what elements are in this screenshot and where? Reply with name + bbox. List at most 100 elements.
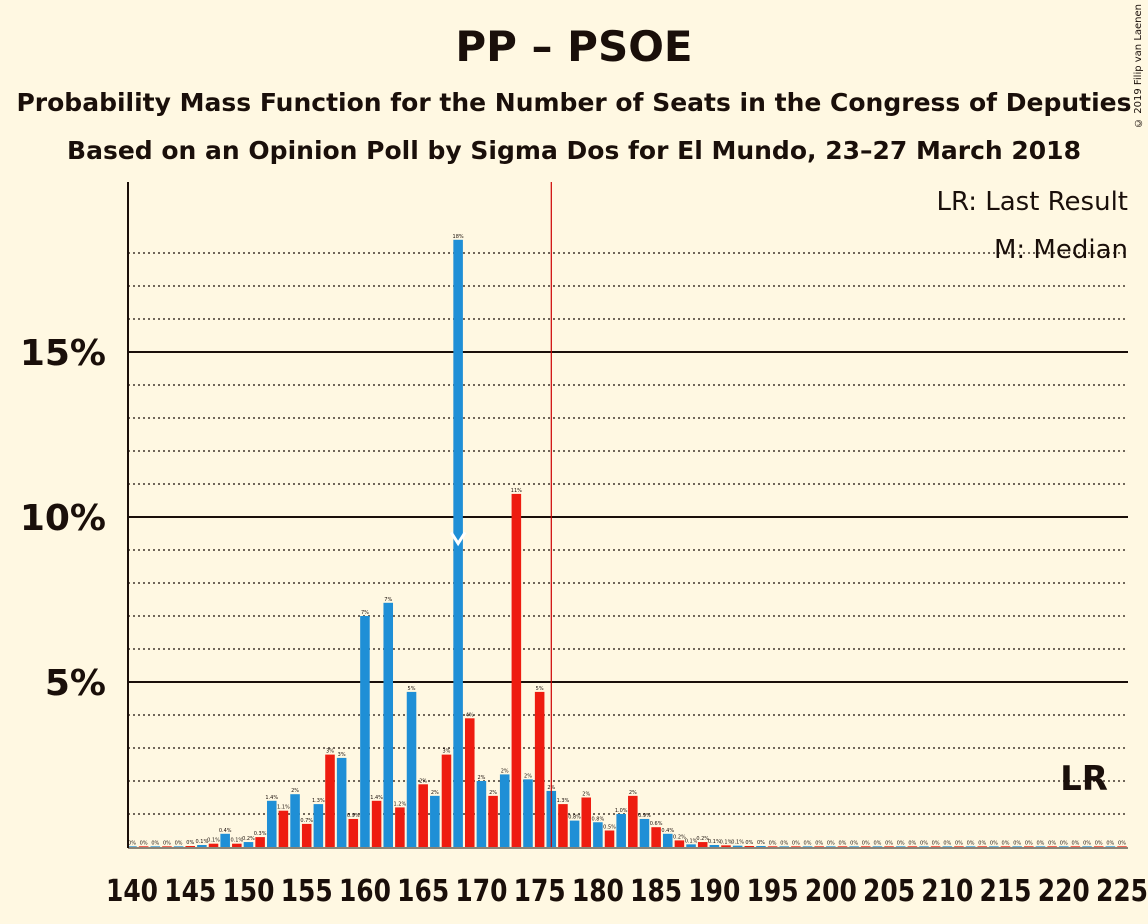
bar: [1024, 846, 1034, 847]
bar-value-label: 2%: [431, 790, 439, 796]
bar-value-label: 0%: [1060, 840, 1068, 846]
bar-value-label: 0.1%: [196, 839, 209, 845]
bar: [907, 846, 918, 847]
bar: [290, 794, 300, 847]
bar-value-label: 2%: [291, 788, 299, 794]
bar: [639, 818, 650, 847]
chart-subtitle-1: Probability Mass Function for the Number…: [16, 88, 1132, 117]
bar: [802, 846, 813, 847]
grid-lines: [128, 252, 1128, 815]
bar-value-label: 0%: [163, 840, 171, 846]
bar-value-label: 0%: [745, 840, 753, 846]
bar: [360, 616, 370, 847]
bar-value-label: 0%: [850, 840, 858, 846]
bar-value-label: 0%: [990, 840, 998, 846]
x-tick-label: 145: [164, 874, 216, 909]
bar-value-label: 0%: [920, 840, 928, 846]
bar: [593, 822, 603, 847]
chart-subtitle-2: Based on an Opinion Poll by Sigma Dos fo…: [67, 136, 1081, 165]
bar-value-label: 11%: [511, 488, 522, 494]
bar-value-label: 0.1%: [720, 839, 733, 845]
x-tick-label: 190: [688, 874, 740, 909]
bar: [581, 797, 592, 847]
bar: [791, 846, 801, 847]
bar-value-label: 0.1%: [685, 838, 698, 844]
bar-value-label: 1.4%: [370, 795, 383, 801]
bar: [266, 800, 277, 847]
bar-value-label: 0%: [827, 840, 835, 846]
bar: [686, 844, 696, 847]
bar-value-label: 2%: [524, 773, 532, 779]
bar-value-label: 0%: [1048, 840, 1056, 846]
bar: [651, 827, 661, 847]
bar: [1047, 846, 1057, 847]
lr-marker-label: LR: [1060, 759, 1108, 799]
bar-value-label: 0.4%: [661, 828, 674, 834]
bar-value-label: 0.2%: [696, 836, 709, 842]
bar: [954, 846, 964, 847]
bar-value-label: 0%: [897, 840, 905, 846]
bar: [371, 800, 382, 847]
bar: [989, 846, 999, 847]
bar: [150, 846, 161, 847]
bar-value-label: 2%: [629, 790, 637, 796]
bar: [1082, 846, 1092, 847]
bar: [860, 846, 871, 847]
bar-value-label: 3%: [326, 749, 334, 755]
bar: [162, 846, 172, 847]
bar-value-label: 0.5%: [603, 825, 616, 831]
bar-value-label: 7%: [361, 610, 369, 616]
bar-series: [127, 239, 1127, 848]
bar-value-label: 1.4%: [265, 795, 278, 801]
legend-last-result: LR: Last Result: [936, 187, 1128, 217]
bar: [255, 837, 265, 847]
bar: [406, 691, 417, 847]
x-tick-label: 180: [572, 874, 624, 909]
y-tick-label: 15%: [20, 333, 106, 374]
x-tick-label: 210: [921, 874, 973, 909]
bar: [301, 823, 312, 847]
bar-value-label: 0.8%: [568, 815, 581, 821]
bar-value-label: 0.3%: [254, 831, 267, 837]
bar: [569, 820, 580, 847]
bar: [919, 846, 929, 847]
bar: [197, 845, 207, 847]
bar: [872, 846, 883, 847]
bar: [1105, 846, 1116, 847]
bar: [1117, 846, 1127, 847]
x-tick-label: 150: [222, 874, 274, 909]
bar: [662, 833, 673, 847]
bar: [1000, 846, 1011, 847]
x-tick-label: 165: [397, 874, 449, 909]
bar: [628, 795, 638, 847]
x-tick-label: 160: [339, 874, 391, 909]
bar: [1035, 846, 1046, 847]
bar-value-label: 0%: [955, 840, 963, 846]
bar-value-label: 7%: [384, 597, 392, 603]
bar-value-label: 0%: [1013, 840, 1021, 846]
x-tick-label: 205: [863, 874, 915, 909]
bar: [173, 846, 184, 847]
bar-value-label: 2%: [501, 768, 509, 774]
bar-value-label: 1.3%: [557, 798, 570, 804]
x-tick-label: 195: [747, 874, 799, 909]
bar-value-label: 0%: [885, 840, 893, 846]
bar-value-label: 4%: [466, 712, 474, 718]
bar-value-label: 0%: [151, 840, 159, 846]
bar: [220, 833, 230, 847]
bar-value-label: 18%: [453, 234, 464, 240]
bar: [674, 840, 685, 847]
bar-value-label: 0%: [186, 840, 194, 846]
bar-value-label: 0%: [1106, 840, 1114, 846]
bar: [756, 846, 766, 847]
bar-value-label: 5%: [408, 686, 416, 692]
bar-value-label: 0%: [128, 840, 136, 846]
bar: [977, 846, 988, 847]
bar: [208, 843, 219, 847]
bar-value-label: 1.3%: [312, 798, 325, 804]
bar: [1058, 846, 1069, 847]
bar: [721, 845, 731, 847]
bar: [604, 830, 615, 847]
bar: [930, 846, 941, 847]
bar: [709, 845, 720, 847]
